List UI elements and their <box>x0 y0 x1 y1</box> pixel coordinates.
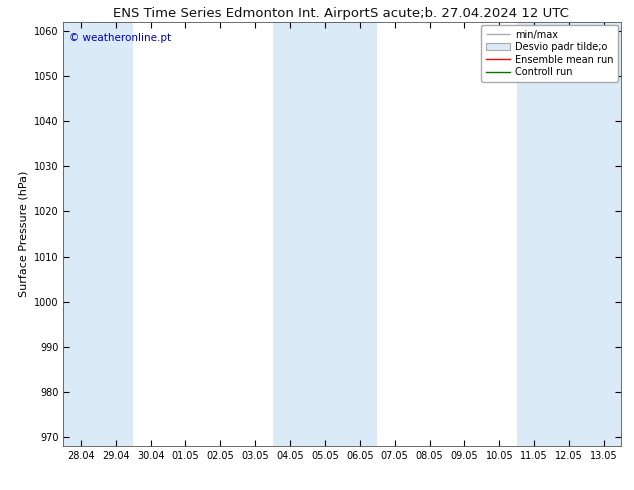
Bar <box>98 22 133 446</box>
Y-axis label: Surface Pressure (hPa): Surface Pressure (hPa) <box>18 171 29 297</box>
Legend: min/max, Desvio padr tilde;o, Ensemble mean run, Controll run: min/max, Desvio padr tilde;o, Ensemble m… <box>481 25 618 82</box>
Bar <box>63 22 98 446</box>
Bar <box>517 22 552 446</box>
Bar <box>552 22 586 446</box>
Bar <box>342 22 377 446</box>
Text: S acute;b. 27.04.2024 12 UTC: S acute;b. 27.04.2024 12 UTC <box>370 7 569 21</box>
Text: © weatheronline.pt: © weatheronline.pt <box>69 33 171 43</box>
Bar <box>307 22 342 446</box>
Text: ENS Time Series Edmonton Int. Airport: ENS Time Series Edmonton Int. Airport <box>113 7 369 21</box>
Bar <box>273 22 307 446</box>
Bar <box>586 22 621 446</box>
